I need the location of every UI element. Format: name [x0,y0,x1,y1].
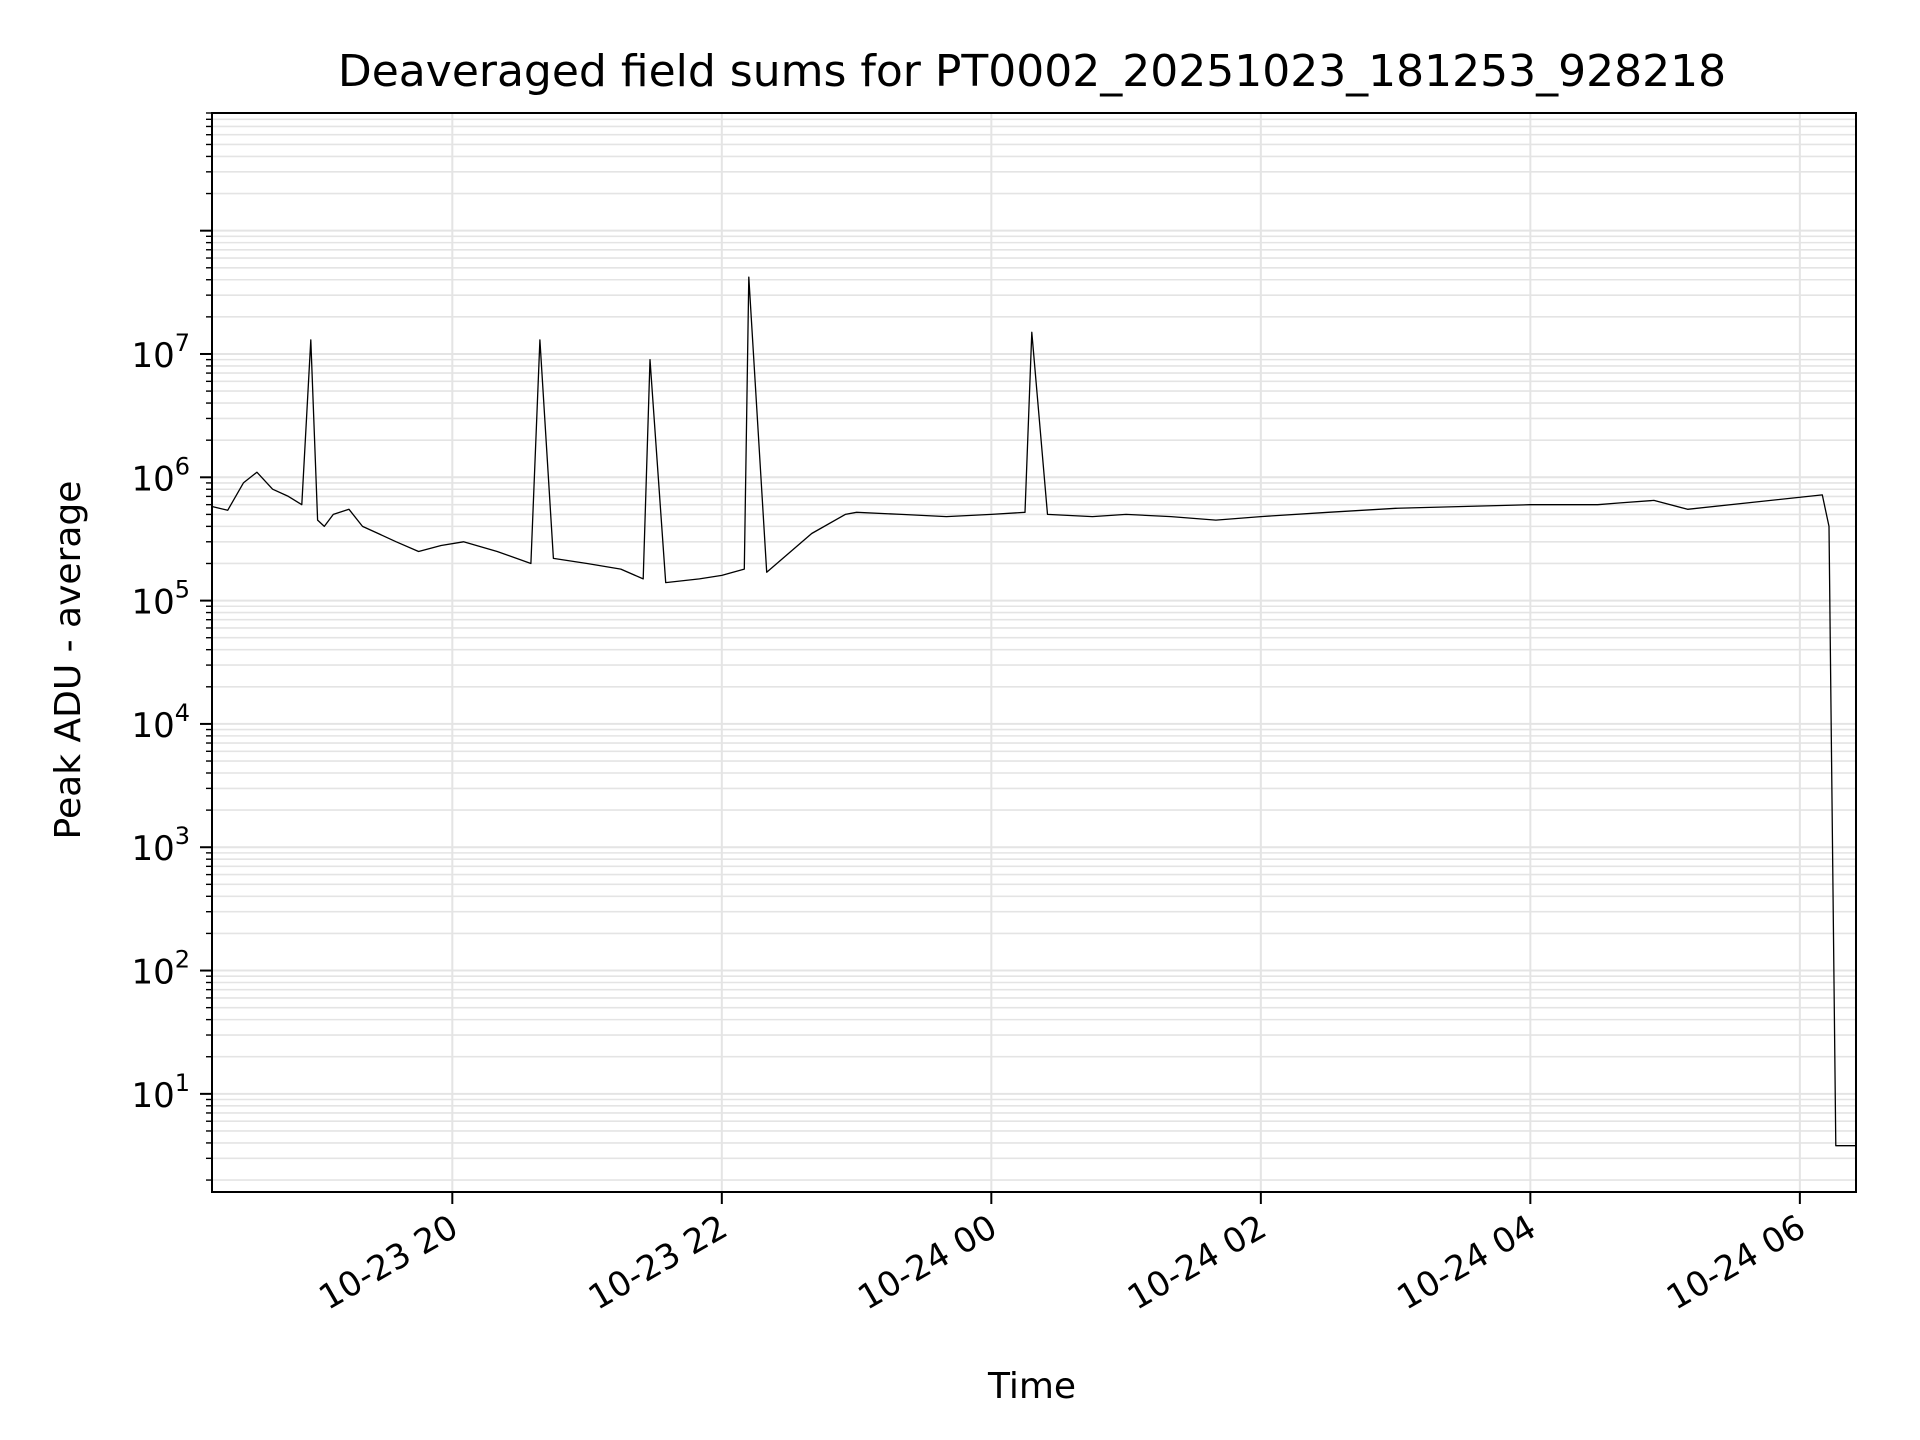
y-tick-exponent: 4 [175,699,190,727]
y-tick-exponent: 6 [175,452,190,480]
chart-title: Deaveraged field sums for PT0002_2025102… [338,46,1726,97]
y-tick-base: 10 [131,706,174,746]
y-tick-base: 10 [131,829,174,869]
grid [212,112,1856,1192]
y-tick-base: 10 [131,336,174,376]
y-tick-exponent: 2 [175,946,190,974]
y-tick-exponent: 5 [175,576,190,604]
y-tick-exponent: 7 [175,329,190,357]
y-tick-exponent: 1 [175,1069,190,1097]
y-tick-label: 107 [131,329,190,376]
plot-frame [211,112,1857,1193]
y-tick-exponent: 3 [175,822,190,850]
y-tick-label: 104 [131,699,190,746]
y-tick-base: 10 [131,459,174,499]
y-axis-label: Peak ADU - average [48,481,89,840]
y-tick-label: 102 [131,946,190,993]
x-axis-label: Time [987,1366,1076,1407]
series-line [211,276,1856,1147]
y-tick-label: 101 [131,1069,190,1116]
y-tick-label: 105 [131,576,190,623]
y-tick-base: 10 [131,583,174,623]
y-tick-label: 103 [131,822,190,869]
y-tick-label: 106 [131,452,190,499]
y-tick-base: 10 [131,1076,174,1116]
y-tick-base: 10 [131,953,174,993]
